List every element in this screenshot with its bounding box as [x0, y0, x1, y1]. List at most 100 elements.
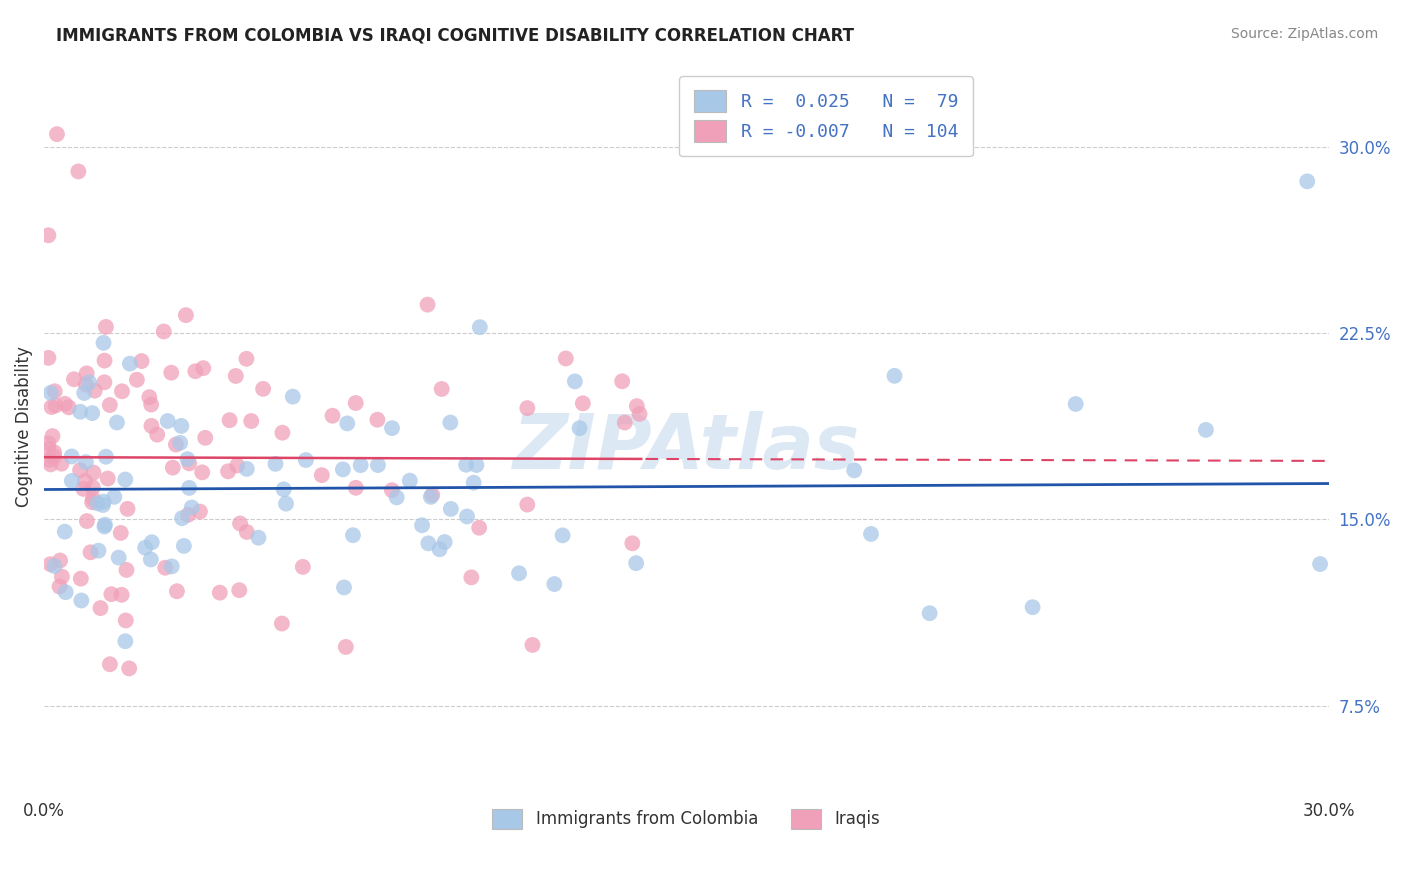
- Point: [44, 559, 66, 574]
- Point: [138, 390, 160, 404]
- Point: [37, 442, 59, 456]
- Point: [184, 364, 207, 378]
- Point: [554, 351, 576, 366]
- Point: [271, 425, 294, 440]
- Point: [93, 519, 115, 533]
- Point: [508, 566, 530, 581]
- Point: [177, 508, 200, 522]
- Point: [179, 456, 201, 470]
- Point: [342, 528, 364, 542]
- Point: [240, 414, 263, 428]
- Point: [322, 409, 344, 423]
- Point: [180, 500, 202, 515]
- Point: [335, 640, 357, 654]
- Point: [146, 427, 169, 442]
- Point: [55, 585, 77, 599]
- Point: [141, 535, 163, 549]
- Point: [44, 445, 66, 459]
- Legend: Immigrants from Colombia, Iraqis: Immigrants from Colombia, Iraqis: [485, 802, 887, 836]
- Point: [165, 437, 187, 451]
- Point: [440, 502, 463, 516]
- Point: [42, 450, 65, 464]
- Point: [131, 354, 153, 368]
- Point: [94, 319, 117, 334]
- Point: [39, 385, 62, 400]
- Point: [385, 491, 408, 505]
- Y-axis label: Cognitive Disability: Cognitive Disability: [15, 346, 32, 507]
- Text: IMMIGRANTS FROM COLOMBIA VS IRAQI COGNITIVE DISABILITY CORRELATION CHART: IMMIGRANTS FROM COLOMBIA VS IRAQI COGNIT…: [56, 27, 855, 45]
- Point: [70, 593, 93, 607]
- Point: [69, 405, 91, 419]
- Point: [160, 559, 183, 574]
- Point: [174, 308, 197, 322]
- Point: [381, 421, 404, 435]
- Point: [247, 531, 270, 545]
- Point: [37, 228, 59, 243]
- Point: [82, 466, 104, 480]
- Point: [333, 581, 356, 595]
- Point: [60, 450, 83, 464]
- Point: [118, 357, 141, 371]
- Point: [141, 418, 163, 433]
- Point: [228, 583, 250, 598]
- Point: [273, 483, 295, 497]
- Point: [456, 458, 478, 472]
- Point: [188, 505, 211, 519]
- Point: [117, 501, 139, 516]
- Point: [169, 435, 191, 450]
- Point: [48, 580, 70, 594]
- Point: [38, 453, 60, 467]
- Point: [235, 351, 257, 366]
- Point: [270, 616, 292, 631]
- Point: [72, 482, 94, 496]
- Point: [141, 397, 163, 411]
- Point: [53, 397, 76, 411]
- Point: [105, 416, 128, 430]
- Point: [332, 462, 354, 476]
- Point: [468, 320, 491, 334]
- Point: [160, 366, 183, 380]
- Point: [139, 552, 162, 566]
- Point: [155, 560, 177, 574]
- Point: [100, 587, 122, 601]
- Point: [98, 398, 121, 412]
- Point: [217, 464, 239, 478]
- Point: [118, 661, 141, 675]
- Point: [83, 384, 105, 398]
- Point: [93, 494, 115, 508]
- Point: [94, 450, 117, 464]
- Point: [612, 374, 634, 388]
- Point: [98, 657, 121, 672]
- Point: [39, 558, 62, 572]
- Point: [94, 517, 117, 532]
- Point: [918, 606, 941, 620]
- Point: [398, 474, 420, 488]
- Point: [350, 458, 373, 472]
- Point: [114, 634, 136, 648]
- Point: [381, 483, 404, 498]
- Point: [419, 490, 441, 504]
- Point: [162, 460, 184, 475]
- Point: [39, 458, 62, 472]
- Point: [281, 390, 304, 404]
- Point: [218, 413, 240, 427]
- Point: [430, 382, 453, 396]
- Point: [433, 535, 456, 549]
- Point: [82, 491, 104, 506]
- Point: [76, 514, 98, 528]
- Point: [456, 509, 478, 524]
- Point: [110, 588, 132, 602]
- Point: [115, 563, 138, 577]
- Text: ZIPAtlas: ZIPAtlas: [513, 411, 860, 485]
- Point: [1064, 397, 1087, 411]
- Point: [311, 468, 333, 483]
- Point: [844, 463, 866, 477]
- Point: [1309, 557, 1331, 571]
- Point: [37, 436, 59, 450]
- Point: [51, 457, 73, 471]
- Point: [367, 458, 389, 472]
- Point: [111, 384, 134, 399]
- Point: [859, 527, 882, 541]
- Point: [1195, 423, 1218, 437]
- Point: [73, 474, 96, 488]
